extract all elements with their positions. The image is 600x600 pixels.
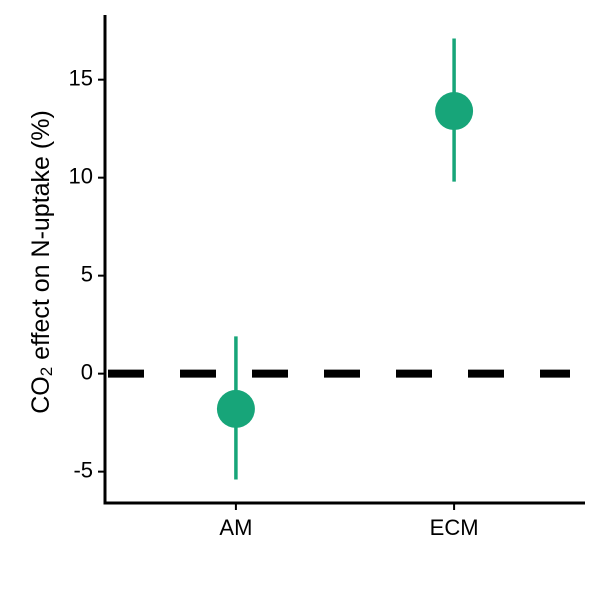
y-tick-label: 10 xyxy=(69,163,93,188)
y-tick-label: 15 xyxy=(69,65,93,90)
y-tick-label: 5 xyxy=(81,261,93,286)
point xyxy=(435,92,474,131)
y-label-part: effect on N-uptake (%) xyxy=(27,110,55,367)
y-label-subscript: 2 xyxy=(37,367,56,376)
y-label-part: CO xyxy=(27,376,55,414)
y-tick-label: 0 xyxy=(81,359,93,384)
y-tick-label: -5 xyxy=(73,457,93,482)
point xyxy=(216,389,255,428)
x-tick-label: AM xyxy=(219,515,252,540)
x-tick-label: ECM xyxy=(430,515,479,540)
y-axis-label: CO2 effect on N-uptake (%) xyxy=(27,110,57,414)
